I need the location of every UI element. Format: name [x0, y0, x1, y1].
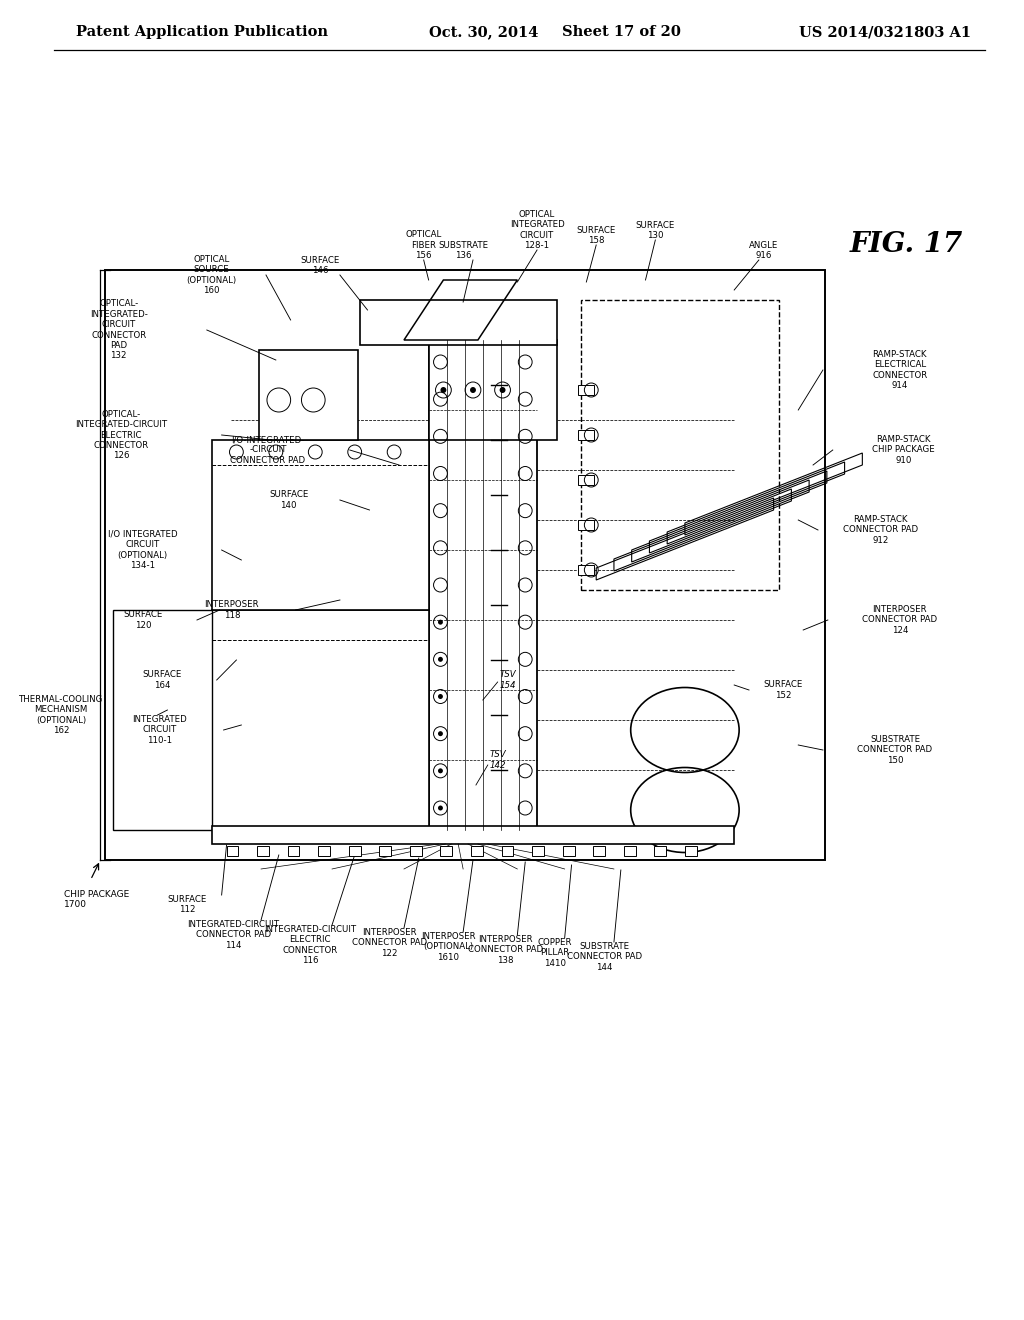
Bar: [685, 846, 696, 855]
Bar: [410, 846, 422, 855]
Bar: [226, 846, 239, 855]
Text: TSV
142: TSV 142: [489, 750, 506, 770]
Circle shape: [500, 387, 506, 393]
Text: US 2014/0321803 A1: US 2014/0321803 A1: [799, 25, 971, 40]
Text: SURFACE
120: SURFACE 120: [123, 610, 163, 630]
Text: RAMP-STACK
CHIP PACKAGE
910: RAMP-STACK CHIP PACKAGE 910: [872, 436, 935, 465]
Text: THERMAL-COOLING
MECHANISM
(OPTIONAL)
162: THERMAL-COOLING MECHANISM (OPTIONAL) 162: [19, 694, 103, 735]
Text: ANGLE
916: ANGLE 916: [750, 240, 778, 260]
Text: INTEGRATED
CIRCUIT
110-1: INTEGRATED CIRCUIT 110-1: [132, 715, 187, 744]
Bar: [579, 430, 594, 440]
Text: INTERPOSER
(OPTIONAL)
1610: INTERPOSER (OPTIONAL) 1610: [421, 932, 476, 962]
Text: SURFACE
152: SURFACE 152: [764, 680, 803, 700]
Text: OPTICAL
INTEGRATED
CIRCUIT
128-1: OPTICAL INTEGRATED CIRCUIT 128-1: [510, 210, 564, 249]
Bar: [429, 341, 557, 440]
Bar: [471, 846, 483, 855]
Bar: [212, 440, 429, 610]
Text: Patent Application Publication: Patent Application Publication: [76, 25, 328, 40]
Bar: [257, 846, 269, 855]
Text: OPTICAL-
INTEGRATED-CIRCUIT
ELECTRIC
CONNECTOR
126: OPTICAL- INTEGRATED-CIRCUIT ELECTRIC CON…: [76, 409, 167, 461]
Circle shape: [438, 619, 443, 624]
Bar: [105, 271, 825, 861]
Text: OPTICAL
FIBER
156: OPTICAL FIBER 156: [406, 230, 441, 260]
Text: INTERPOSER
CONNECTOR PAD
124: INTERPOSER CONNECTOR PAD 124: [862, 605, 937, 635]
Text: INTEGRATED-CIRCUIT
ELECTRIC
CONNECTOR
116: INTEGRATED-CIRCUIT ELECTRIC CONNECTOR 11…: [264, 925, 356, 965]
Text: INTERPOSER
CONNECTOR PAD
122: INTERPOSER CONNECTOR PAD 122: [351, 928, 427, 958]
Bar: [562, 846, 574, 855]
Bar: [532, 846, 544, 855]
Text: Oct. 30, 2014: Oct. 30, 2014: [429, 25, 538, 40]
Bar: [579, 520, 594, 531]
Text: I/O INTEGRATED
CIRCUIT
(OPTIONAL)
134-1: I/O INTEGRATED CIRCUIT (OPTIONAL) 134-1: [108, 529, 177, 570]
Bar: [359, 300, 557, 345]
Text: SURFACE
164: SURFACE 164: [142, 671, 182, 689]
Bar: [259, 350, 357, 440]
Text: I/O-INTEGRATED-
-CIRCUIT
CONNECTOR PAD: I/O-INTEGRATED- -CIRCUIT CONNECTOR PAD: [230, 436, 305, 465]
Text: SURFACE
112: SURFACE 112: [168, 895, 207, 915]
Bar: [349, 846, 360, 855]
Bar: [212, 826, 734, 843]
Text: SURFACE
146: SURFACE 146: [300, 256, 340, 275]
Bar: [579, 475, 594, 484]
Bar: [582, 300, 778, 590]
Text: SUBSTRATE
CONNECTOR PAD
150: SUBSTRATE CONNECTOR PAD 150: [857, 735, 933, 764]
Circle shape: [438, 694, 443, 700]
Circle shape: [438, 805, 443, 810]
Text: OPTICAL
SOURCE
(OPTIONAL)
160: OPTICAL SOURCE (OPTIONAL) 160: [186, 255, 237, 296]
Text: Sheet 17 of 20: Sheet 17 of 20: [562, 25, 681, 40]
Bar: [579, 565, 594, 576]
Bar: [429, 341, 537, 830]
Bar: [212, 610, 429, 830]
Text: CHIP PACKAGE
1700: CHIP PACKAGE 1700: [63, 890, 129, 909]
Text: TSV
154: TSV 154: [499, 671, 516, 689]
Text: SURFACE
130: SURFACE 130: [636, 220, 675, 240]
Circle shape: [438, 768, 443, 774]
Circle shape: [470, 387, 476, 393]
Text: FIG. 17: FIG. 17: [850, 231, 964, 259]
Text: SURFACE
140: SURFACE 140: [269, 490, 308, 510]
Bar: [593, 846, 605, 855]
Bar: [624, 846, 636, 855]
Circle shape: [440, 387, 446, 393]
Bar: [654, 846, 667, 855]
Bar: [440, 846, 453, 855]
Text: SUBSTRATE
CONNECTOR PAD
144: SUBSTRATE CONNECTOR PAD 144: [566, 942, 642, 972]
Text: INTERPOSER
CONNECTOR PAD
138: INTERPOSER CONNECTOR PAD 138: [468, 935, 543, 965]
Text: INTEGRATED-CIRCUIT
CONNECTOR PAD
114: INTEGRATED-CIRCUIT CONNECTOR PAD 114: [187, 920, 280, 950]
Bar: [579, 385, 594, 395]
Text: RAMP-STACK
CONNECTOR PAD
912: RAMP-STACK CONNECTOR PAD 912: [843, 515, 918, 545]
Text: SURFACE
158: SURFACE 158: [577, 226, 615, 246]
Bar: [114, 610, 212, 830]
Circle shape: [438, 657, 443, 661]
Bar: [502, 846, 513, 855]
Text: COPPER
PILLAR
1410: COPPER PILLAR 1410: [538, 939, 572, 968]
Bar: [318, 846, 330, 855]
Circle shape: [438, 731, 443, 737]
Text: INTERPOSER
118: INTERPOSER 118: [205, 601, 259, 619]
Text: OPTICAL-
INTEGRATED-
CIRCUIT
CONNECTOR
PAD
132: OPTICAL- INTEGRATED- CIRCUIT CONNECTOR P…: [90, 300, 147, 360]
Bar: [379, 846, 391, 855]
Text: RAMP-STACK
ELECTRICAL
CONNECTOR
914: RAMP-STACK ELECTRICAL CONNECTOR 914: [872, 350, 928, 391]
Bar: [288, 846, 299, 855]
Text: SUBSTRATE
136: SUBSTRATE 136: [438, 240, 488, 260]
